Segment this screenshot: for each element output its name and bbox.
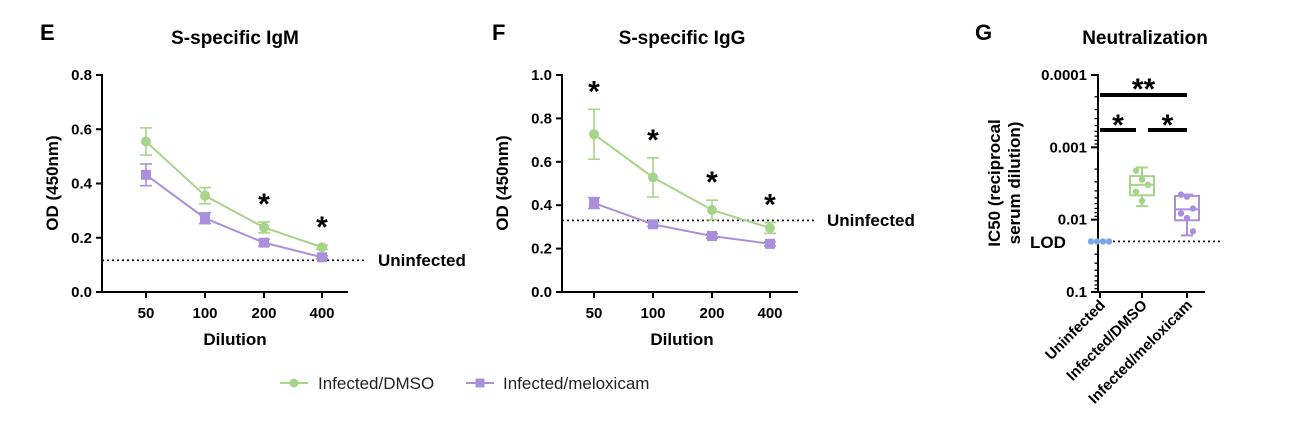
y-tick-label-ic50: 0.1: [1066, 284, 1087, 301]
significance-star-igg: *: [706, 166, 718, 199]
y-tick-label-igm: 0.6: [71, 121, 92, 138]
y-tick-label-ic50: 0.0001: [1041, 67, 1087, 84]
y-tick-label-igm: 0.0: [71, 284, 92, 301]
reference-label-igg: Uninfected: [827, 211, 915, 230]
y-axis-label-ic50-line1: IC50 (reciprocal: [985, 119, 1004, 247]
lod-label: LOD: [1030, 233, 1066, 252]
data-point-meloxicam-igg: [589, 198, 599, 209]
chart-title-igg: S-specific IgG: [619, 28, 746, 49]
data-point-dmso-igm: [141, 136, 151, 147]
x-tick-label-igm: 400: [309, 305, 334, 322]
y-tick-label-igg: 1.0: [531, 67, 552, 84]
y-tick-label-ic50: 0.001: [1049, 139, 1087, 156]
data-point-uninfected: [1099, 238, 1107, 245]
significance-star-igg: *: [588, 75, 600, 108]
significance-star-igm: *: [258, 188, 270, 221]
panel-letter-g: G: [975, 20, 992, 45]
y-axis-label-igg: OD (450nm): [493, 135, 512, 230]
y-tick-label-ic50: 0.01: [1058, 212, 1087, 229]
y-tick-label-igm: 0.4: [71, 176, 93, 193]
x-tick-label-igg: 50: [586, 305, 603, 322]
data-point-dmso: [1132, 188, 1140, 195]
data-point-meloxicam-igg: [707, 231, 717, 242]
y-tick-label-igg: 0.8: [531, 110, 552, 127]
data-point-uninfected: [1087, 238, 1095, 245]
data-point-meloxicam-igm: [259, 237, 269, 248]
data-point-meloxicam: [1189, 228, 1197, 235]
legend-dmso-label: Infected/DMSO: [318, 374, 434, 393]
reference-label-igm: Uninfected: [378, 251, 466, 270]
data-point-dmso: [1144, 181, 1152, 189]
data-point-dmso-igm: [259, 222, 269, 233]
panel-letter-e: E: [40, 20, 55, 45]
data-point-dmso-igg: [765, 222, 775, 233]
y-tick-label-igg: 0.6: [531, 154, 552, 171]
data-point-uninfected: [1105, 238, 1113, 245]
x-tick-label-igg: 100: [640, 305, 665, 322]
significance-star-ic50: *: [1162, 109, 1174, 142]
data-point-dmso-igm: [317, 242, 327, 253]
data-point-meloxicam: [1183, 193, 1191, 200]
y-axis-label-ic50-line2: serum dilution): [1005, 122, 1024, 245]
data-point-dmso-igg: [648, 172, 658, 183]
data-point-uninfected: [1093, 238, 1101, 245]
data-point-meloxicam: [1177, 210, 1185, 217]
series-line-meloxicam-igm: [145, 174, 323, 259]
x-tick-label-igm: 200: [251, 305, 276, 322]
significance-star-igg: *: [764, 189, 776, 222]
data-point-meloxicam-igm: [141, 169, 151, 180]
data-point-meloxicam-igm: [317, 252, 327, 263]
series-line-dmso-igm: [145, 140, 323, 249]
data-point-dmso: [1138, 197, 1146, 205]
legend-meloxicam-marker: [475, 378, 485, 388]
significance-star-ic50: *: [1112, 109, 1124, 142]
significance-star-ic50: **: [1132, 73, 1156, 106]
data-point-meloxicam: [1189, 205, 1197, 212]
y-tick-label-igm: 0.2: [71, 230, 92, 247]
data-point-dmso-igm: [200, 190, 210, 201]
y-tick-label-igg: 0.0: [531, 284, 552, 301]
significance-star-igm: *: [316, 211, 328, 244]
data-point-meloxicam-igm: [200, 213, 210, 224]
data-point-dmso-igg: [707, 204, 717, 215]
legend-dmso-marker: [289, 378, 299, 388]
data-point-meloxicam: [1183, 214, 1191, 222]
data-point-meloxicam-igg: [648, 219, 658, 230]
data-point-dmso-igg: [589, 129, 599, 140]
x-tick-label-igg: 400: [757, 305, 782, 322]
y-axis-label-igm: OD (450nm): [43, 135, 62, 230]
x-axis-label-igg: Dilution: [650, 330, 713, 349]
data-point-meloxicam-igg: [765, 238, 775, 249]
series-line-meloxicam-igg: [593, 202, 771, 245]
y-tick-label-igg: 0.2: [531, 241, 552, 258]
data-point-dmso: [1132, 167, 1140, 174]
data-point-dmso: [1138, 176, 1146, 183]
x-axis-label-igm: Dilution: [203, 330, 266, 349]
significance-star-igg: *: [647, 124, 659, 157]
legend: Infected/DMSO Infected/meloxicam: [280, 374, 649, 393]
chart-title-igm: S-specific IgM: [171, 28, 299, 49]
chart-title-neutralization: Neutralization: [1082, 28, 1208, 49]
data-point-meloxicam: [1177, 191, 1185, 198]
x-tick-label-igm: 100: [192, 305, 217, 322]
panel-letter-f: F: [492, 20, 505, 45]
x-tick-label-igm: 50: [138, 305, 155, 322]
legend-meloxicam-label: Infected/meloxicam: [503, 374, 649, 393]
y-tick-label-igg: 0.4: [531, 197, 553, 214]
series-line-dmso-igg: [593, 133, 771, 229]
y-tick-label-igm: 0.8: [71, 67, 92, 84]
x-tick-label-igg: 200: [699, 305, 724, 322]
